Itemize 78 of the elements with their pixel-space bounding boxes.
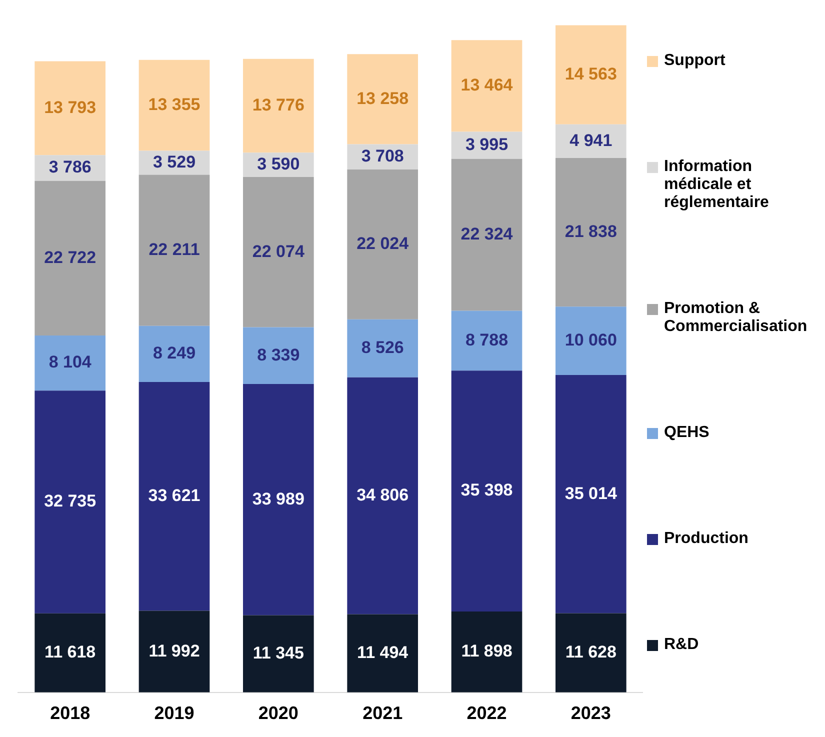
bar xyxy=(451,370,522,612)
legend-label: Information médicale et réglementaire xyxy=(664,158,770,212)
bar xyxy=(556,25,626,124)
data-label: 11 628 xyxy=(565,642,616,662)
bar xyxy=(556,306,626,376)
bar xyxy=(243,177,314,328)
data-label: 3 590 xyxy=(257,154,300,174)
data-label: 22 074 xyxy=(252,242,305,261)
data-label: 11 992 xyxy=(148,641,200,660)
data-label: 13 793 xyxy=(44,98,96,117)
x-tick-label: 2022 xyxy=(466,703,507,724)
data-label: 22 024 xyxy=(356,234,410,254)
data-label: 3 995 xyxy=(465,135,508,154)
bar xyxy=(138,326,210,382)
bar xyxy=(451,40,522,132)
data-label: 22 211 xyxy=(148,240,200,260)
bar xyxy=(243,615,314,692)
bar xyxy=(34,613,106,692)
legend-label: QEHS xyxy=(664,424,710,442)
bar xyxy=(556,158,626,307)
data-label: 14 563 xyxy=(564,64,617,84)
x-tick-label: 2018 xyxy=(50,703,90,724)
bar xyxy=(138,610,210,692)
data-label: 8 788 xyxy=(465,330,508,350)
data-label: 13 464 xyxy=(460,76,514,95)
bar xyxy=(347,614,418,692)
bar xyxy=(347,170,418,320)
data-label: 4 941 xyxy=(570,130,612,150)
data-label: 22 324 xyxy=(460,224,514,244)
data-label: 33 989 xyxy=(252,489,304,508)
data-label: 21 838 xyxy=(564,222,617,241)
data-label: 3 708 xyxy=(361,146,404,166)
legend-label: R&D xyxy=(664,636,699,654)
bar xyxy=(347,319,418,378)
bar xyxy=(138,382,210,611)
x-tick-label: 2023 xyxy=(570,703,611,724)
bar xyxy=(34,180,106,336)
bar xyxy=(451,611,522,692)
bar xyxy=(138,174,210,326)
bar xyxy=(243,327,314,384)
data-label: 3 529 xyxy=(152,152,196,172)
data-label: 8 104 xyxy=(48,352,92,372)
bar xyxy=(347,54,418,144)
data-label: 13 258 xyxy=(356,88,409,108)
data-label: 10 060 xyxy=(564,330,617,350)
x-tick-label: 2021 xyxy=(362,703,403,724)
data-label: 8 339 xyxy=(257,345,300,364)
data-label: 8 249 xyxy=(152,344,196,363)
data-label: 8 526 xyxy=(361,338,404,358)
data-label: 13 355 xyxy=(148,95,200,114)
bar xyxy=(451,310,522,371)
x-tick-label: 2019 xyxy=(154,703,194,724)
data-label: 33 621 xyxy=(148,486,200,506)
data-label: 13 776 xyxy=(252,95,304,114)
legend-label: Promotion & Commercialisation xyxy=(664,300,808,336)
legend-label: Production xyxy=(664,530,748,548)
data-label: 11 898 xyxy=(461,642,512,661)
legend-label: Support xyxy=(664,52,726,70)
data-label: 22 722 xyxy=(44,248,96,267)
data-label: 3 786 xyxy=(48,158,92,177)
bar xyxy=(347,377,418,614)
bar xyxy=(556,375,626,614)
data-label: 11 618 xyxy=(44,642,96,662)
x-tick-label: 2020 xyxy=(258,703,298,724)
bar xyxy=(451,158,522,311)
bar xyxy=(556,613,626,692)
data-label: 35 398 xyxy=(460,480,513,500)
bar xyxy=(243,58,314,153)
data-label: 34 806 xyxy=(356,485,409,504)
data-label: 32 735 xyxy=(44,492,96,511)
data-label: 35 014 xyxy=(564,484,618,503)
bar xyxy=(34,335,106,391)
bar xyxy=(138,60,210,151)
data-label: 11 345 xyxy=(252,643,304,662)
bar xyxy=(34,61,106,156)
bar xyxy=(34,390,106,614)
bar xyxy=(243,384,314,616)
data-label: 11 494 xyxy=(357,642,409,662)
